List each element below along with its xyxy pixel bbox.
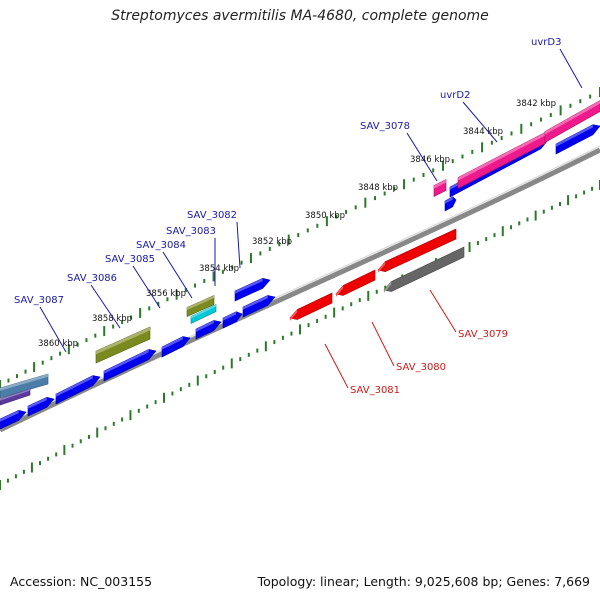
accession-text: Accession: NC_003155 — [10, 574, 153, 589]
gene-gray-arrow — [383, 246, 465, 293]
forward-gene-label: SAV_3086 — [67, 273, 117, 284]
gene-uvrD2-pink-block — [457, 132, 546, 189]
gene-sav3079-arrow — [377, 228, 457, 273]
reverse-gene-label: SAV_3079 — [458, 329, 508, 340]
forward-gene-leader — [132, 265, 161, 309]
reverse-gene-leader — [429, 289, 457, 333]
scale-tick-label: 3846 kbp — [410, 155, 450, 165]
forward-gene-label: SAV_3082 — [187, 210, 237, 221]
gene-steel-block — [0, 373, 49, 399]
gene-sav3083-arrow — [242, 295, 276, 318]
scale-tick-label: 3852 kbp — [252, 237, 292, 247]
forward-gene-leader — [406, 132, 438, 182]
forward-gene-label: SAV_3085 — [105, 254, 155, 265]
forward-gene-leader — [162, 251, 193, 299]
forward-gene-label: SAV_3078 — [360, 121, 410, 132]
scale-tick-label: 3842 kbp — [516, 99, 556, 109]
gene-olive-block — [95, 326, 151, 364]
gene-uvrD3-blue-arrow — [555, 124, 600, 155]
forward-gene-leader — [39, 306, 67, 353]
scale-tick-label: 3854 kbp — [199, 264, 239, 274]
reverse-gene-leader — [324, 343, 349, 389]
forward-gene-leader — [90, 284, 121, 329]
gene-blue-arrow-b — [103, 349, 157, 382]
forward-gene-leader — [236, 221, 241, 269]
forward-gene-label: SAV_3084 — [136, 240, 186, 251]
gene-purple-strip — [0, 388, 31, 406]
gene-blue-arrow-e — [0, 410, 27, 430]
gene-sav3086-arrow — [161, 336, 191, 358]
gene-cyan-block — [190, 304, 217, 324]
backbone-line — [0, 147, 600, 433]
forward-gene-leader — [462, 101, 498, 143]
gene-sav3080-arrow — [335, 269, 376, 297]
reverse-gene-leader — [371, 321, 395, 367]
gene-small-blue-arrow — [444, 196, 457, 212]
gene-uvrD3-pink-block — [544, 100, 600, 144]
map-title: Streptomyces avermitilis MA-4680, comple… — [111, 8, 489, 24]
gene-pink-small-block — [433, 179, 447, 197]
reverse-gene-label: SAV_3080 — [396, 362, 446, 373]
forward-gene-label: SAV_3083 — [166, 226, 216, 237]
gene-sav3085-arrow — [195, 320, 222, 340]
scale-tick-label: 3858 kbp — [92, 314, 132, 324]
scale-tick-label: 3856 kbp — [146, 289, 186, 299]
gene-sav3084-arrow — [222, 311, 243, 329]
scale-tick-label: 3844 kbp — [463, 127, 503, 137]
forward-gene-label: uvrD2 — [440, 90, 470, 101]
forward-gene-label: uvrD3 — [531, 37, 561, 48]
genome-summary-text: Topology: linear; Length: 9,025,608 bp; … — [257, 574, 590, 589]
scale-tick-label: 3860 kbp — [38, 339, 78, 349]
gene-blue-arrow-d — [27, 397, 55, 417]
forward-gene-leader — [559, 48, 583, 89]
reverse-gene-label: SAV_3081 — [350, 385, 400, 396]
scale-tick-label: 3848 kbp — [358, 183, 398, 193]
scale-tick-label: 3850 kbp — [305, 211, 345, 221]
gene-sav3081-arrow — [289, 292, 333, 321]
gene-blue-arrow-c — [55, 375, 101, 405]
gene-olive-small — [186, 295, 215, 317]
gene-sav3082-arrow — [234, 278, 271, 302]
forward-gene-label: SAV_3087 — [14, 295, 64, 306]
